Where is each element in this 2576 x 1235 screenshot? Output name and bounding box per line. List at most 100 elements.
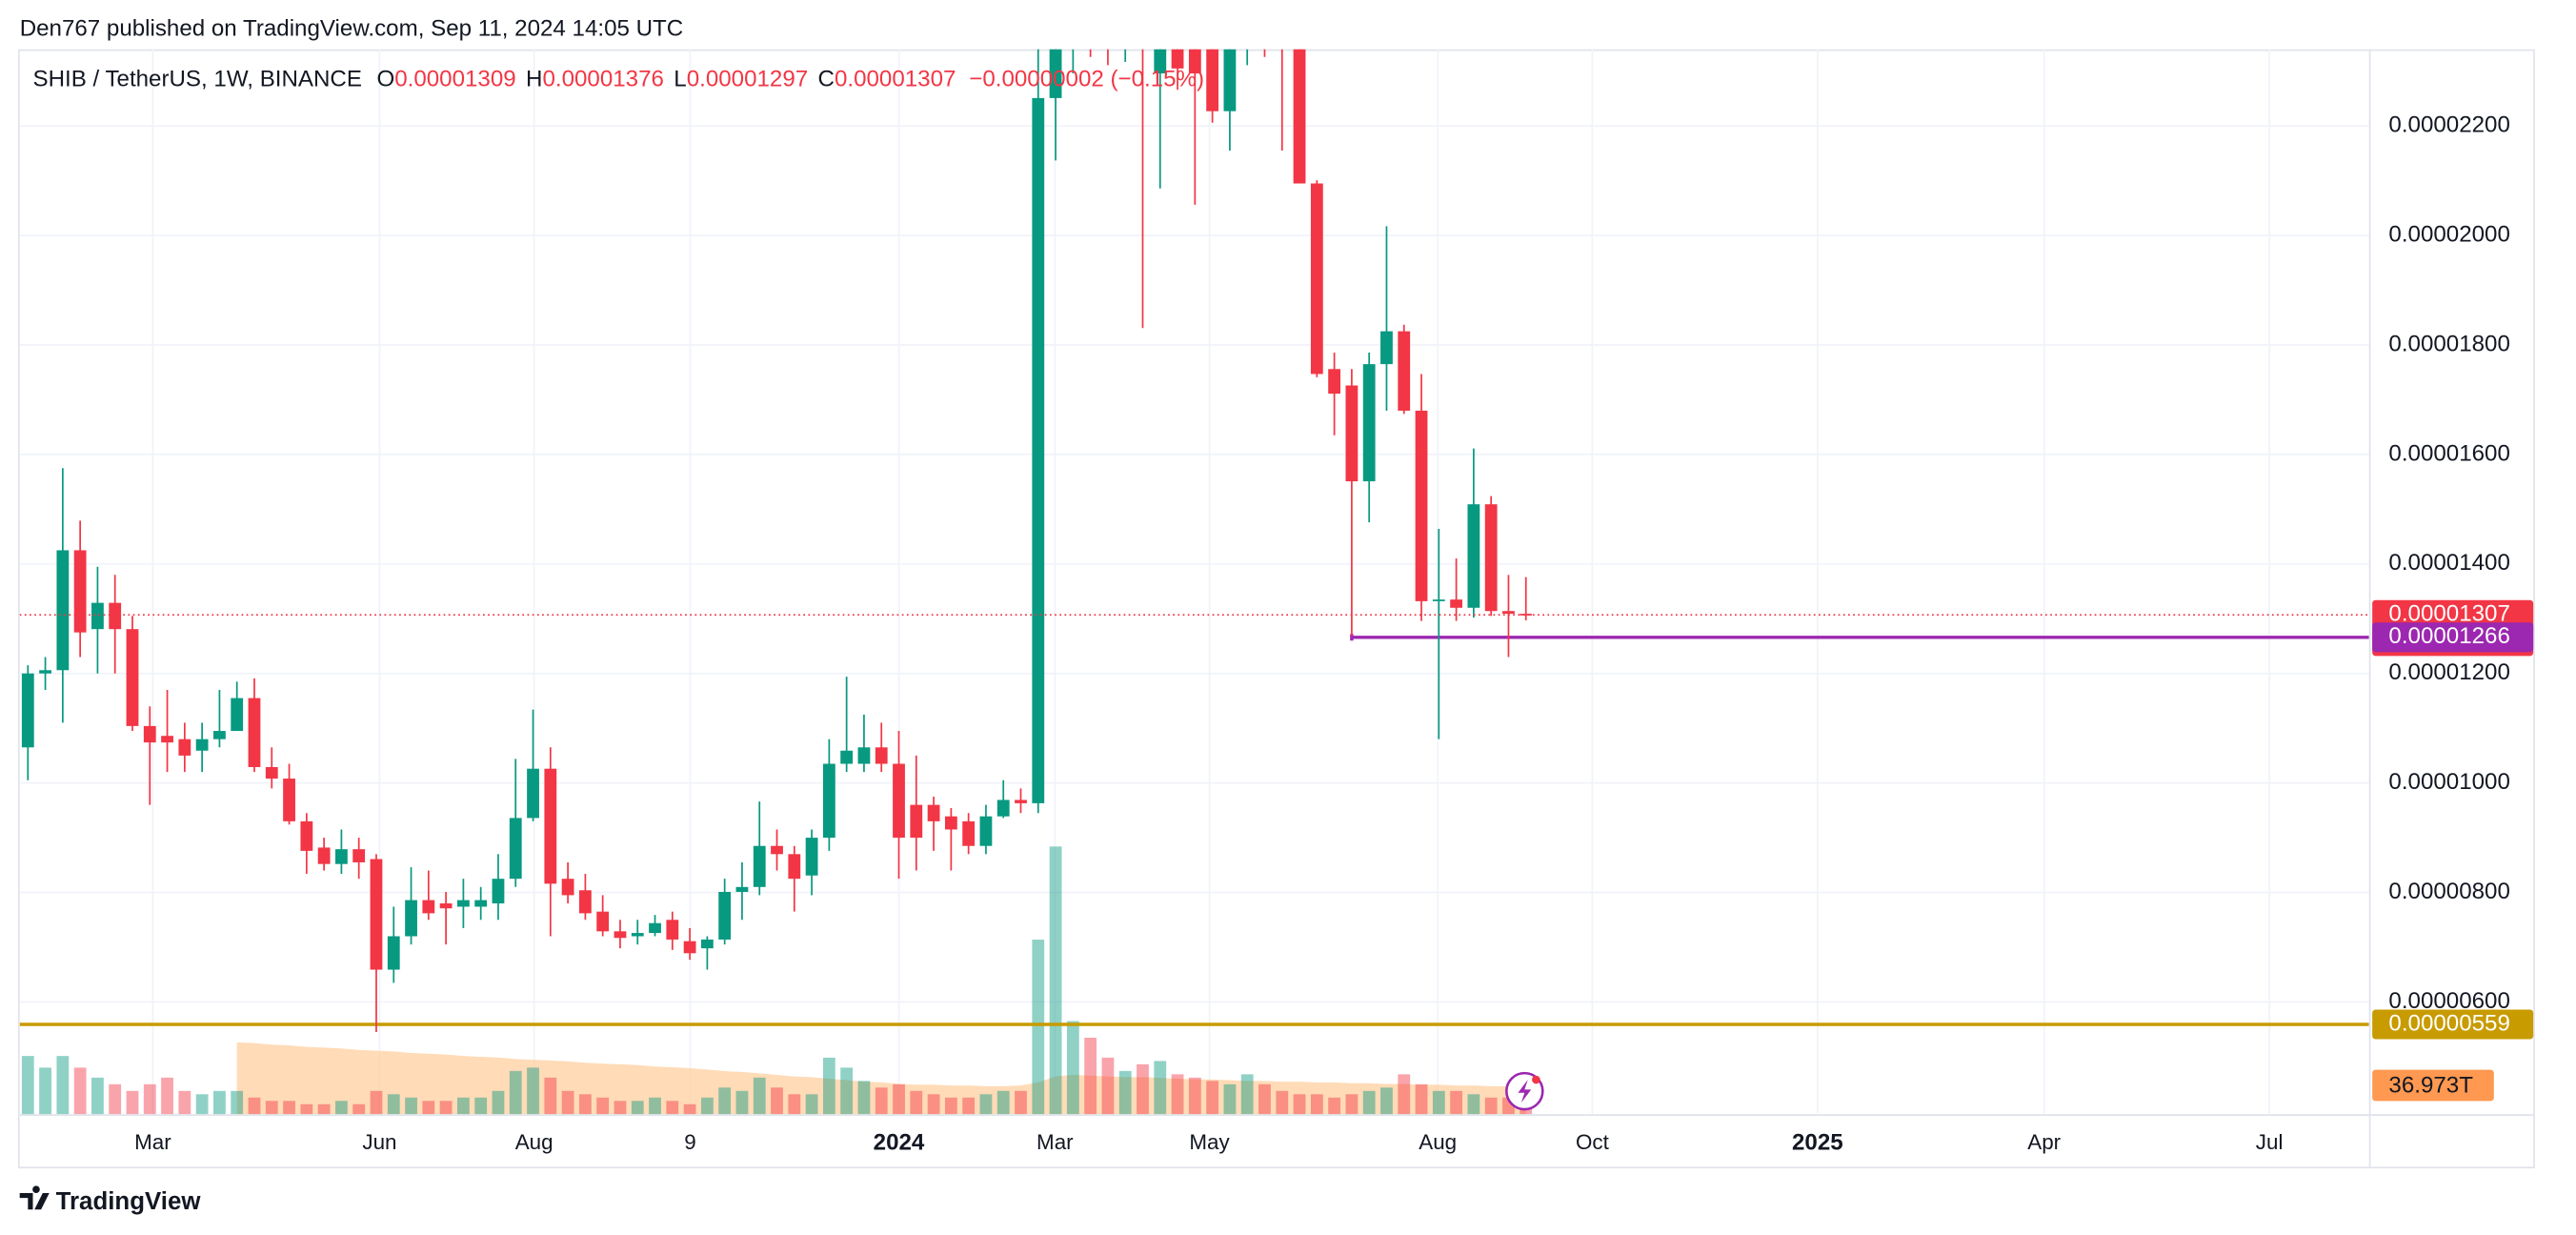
ohlc-letter: L [674, 67, 686, 92]
candle-body [1188, 49, 1201, 74]
volume-bar [474, 1097, 488, 1115]
y-tick-label: 0.00001600 [2388, 440, 2509, 466]
volume-bar [857, 1081, 871, 1115]
candle-body [492, 879, 505, 904]
candle-body [248, 698, 261, 767]
author-line: Den767 published on TradingView.com, Sep… [20, 15, 684, 41]
volume-bar [1380, 1087, 1393, 1115]
volume-bar [1258, 1083, 1271, 1115]
candle-body [1293, 49, 1306, 184]
candle-body [109, 602, 122, 630]
candle-body [1171, 49, 1184, 69]
y-tick-label: 0.00002000 [2388, 221, 2509, 247]
volume-bar [1188, 1077, 1201, 1115]
volume-bar [683, 1103, 696, 1115]
x-tick-label: 2024 [874, 1130, 925, 1156]
candle-body [544, 768, 557, 884]
volume-bar [996, 1090, 1010, 1115]
candle-body [561, 879, 574, 896]
plot-area [19, 49, 2369, 1115]
brand-name: TradingView [56, 1188, 202, 1215]
candle-body [771, 845, 783, 855]
volume-bar [527, 1067, 539, 1115]
candle-body [1362, 364, 1376, 482]
candle-body [996, 800, 1010, 817]
volume-ma-area [236, 1042, 1526, 1115]
volume-bar [456, 1097, 470, 1115]
volume-bar [56, 1056, 70, 1115]
candle-body [317, 847, 331, 864]
candle-body [1467, 504, 1480, 608]
candle-body [1502, 611, 1515, 615]
volume-bar [753, 1077, 766, 1115]
last-price-label: 0.00001307 [2388, 601, 2509, 627]
candle-body [875, 747, 888, 764]
y-tick-label: 0.00001800 [2388, 331, 2509, 356]
y-tick-label: 0.00000800 [2388, 879, 2509, 904]
candle-body [387, 936, 400, 970]
volume-bar [805, 1094, 818, 1115]
volume-bar [1450, 1090, 1463, 1115]
volume-bar [335, 1101, 348, 1115]
candle-body [1015, 800, 1027, 803]
volume-bar [39, 1067, 51, 1115]
ohlc-letter: H [526, 67, 542, 92]
volume-bar [492, 1090, 505, 1115]
volume-bar [962, 1097, 976, 1115]
candle-body [683, 941, 696, 954]
ohlc-value: 0.00001297 [687, 67, 808, 92]
candle-body [822, 763, 835, 839]
volume-bar [73, 1067, 87, 1115]
candle-body [422, 900, 435, 914]
candle-body [578, 890, 592, 914]
candle-body [735, 886, 749, 892]
volume-bar [771, 1087, 783, 1115]
volume-bar [596, 1097, 610, 1115]
candle-body [21, 673, 34, 748]
x-tick-label: Mar [1036, 1130, 1074, 1154]
volume-bar [265, 1101, 278, 1115]
candle-body [979, 816, 993, 846]
ohlc-letter: O [376, 67, 394, 92]
candle-body [1450, 599, 1463, 608]
candle-body [352, 849, 366, 862]
volume-bar [1101, 1057, 1115, 1115]
frame [17, 49, 2535, 1169]
volume-bar [544, 1077, 557, 1115]
candle-body [1154, 49, 1167, 74]
volume-bar [927, 1094, 940, 1115]
candle-body [927, 804, 940, 821]
candle-body [753, 845, 766, 887]
y-tick-label: 0.00001200 [2388, 659, 2509, 685]
volume-bar [700, 1097, 714, 1115]
candle-body [456, 900, 470, 907]
candle-body [1328, 369, 1341, 395]
candle-body [1223, 49, 1237, 111]
candle-body [857, 747, 871, 764]
volume-bar [1293, 1094, 1306, 1115]
candle-body [1519, 614, 1533, 616]
volume-bar [109, 1083, 122, 1115]
volume-bar [317, 1103, 331, 1115]
volume-ma-box [2372, 1069, 2494, 1102]
volume-bar [1415, 1083, 1428, 1115]
symbol: SHIB / TetherUS, 1W, BINANCE [32, 67, 361, 92]
candle-body [910, 804, 923, 839]
logo-icon [19, 1185, 50, 1210]
volume-bar [875, 1087, 888, 1115]
legend: SHIB / TetherUS, 1W, BINANCE O0.00001309 H… [32, 67, 1204, 92]
change: −0.00000002 (−0.15%) [969, 67, 1204, 92]
volume-bar [370, 1090, 383, 1115]
level-label: 0.00000559 [2388, 1010, 2509, 1036]
y-tick-label: 0.00001400 [2388, 550, 2509, 576]
candle-body [718, 891, 732, 940]
volume-bar [649, 1097, 661, 1115]
volume-bar [1345, 1094, 1358, 1115]
candle-body [1310, 183, 1323, 375]
candle-body [405, 900, 417, 937]
x-tick-label: Apr [2027, 1130, 2061, 1154]
icon-dot [1532, 1075, 1540, 1084]
